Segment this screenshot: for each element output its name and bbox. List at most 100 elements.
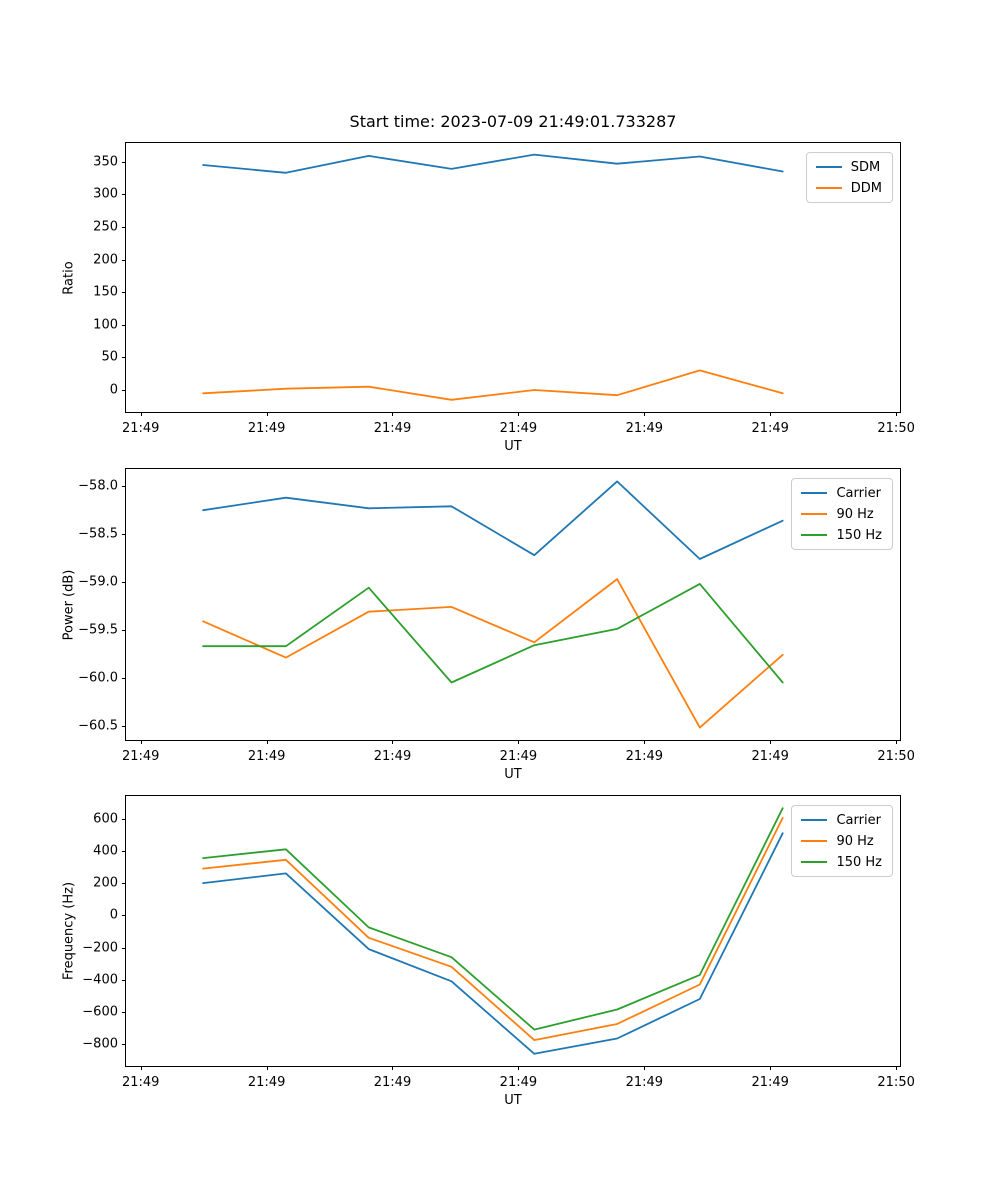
y-tick-label: 50 — [101, 349, 118, 365]
series-line-sdm — [202, 153, 784, 174]
legend-label: 150 Hz — [836, 854, 882, 870]
frequency-plot-area — [202, 807, 784, 1055]
x-tick-label: 21:49 — [499, 421, 538, 436]
x-tick-mark — [770, 740, 772, 744]
x-tick-label: 21:49 — [751, 421, 789, 436]
legend-entry-carrier: Carrier — [801, 811, 882, 829]
x-tick-mark — [140, 740, 142, 744]
x-tick-mark — [140, 412, 142, 416]
x-tick-mark — [518, 1066, 520, 1070]
ratio-y-axis-label: Ratio — [61, 260, 77, 295]
y-tick-label: 100 — [93, 317, 118, 333]
y-tick-label: 250 — [93, 219, 118, 235]
x-tick-mark — [392, 412, 394, 416]
y-tick-label: −600 — [82, 1004, 118, 1020]
x-tick-mark — [518, 740, 520, 744]
x-tick-label: 21:49 — [247, 749, 286, 764]
x-tick-label: 21:49 — [751, 1075, 789, 1090]
x-tick-label: 21:50 — [877, 749, 915, 764]
x-tick-mark — [770, 412, 772, 416]
x-tick-mark — [140, 1066, 142, 1070]
y-tick-label: −400 — [82, 972, 118, 988]
y-tick-label: 400 — [93, 843, 118, 859]
y-tick-label: 300 — [93, 186, 118, 202]
series-line-90-hz — [202, 578, 784, 729]
x-tick-label: 21:49 — [499, 1075, 538, 1090]
x-tick-label: 21:49 — [121, 421, 160, 436]
y-tick-label: 200 — [93, 875, 118, 891]
power-x-axis-label: UT — [504, 767, 522, 782]
power-legend: Carrier 90 Hz 150 Hz — [791, 478, 893, 550]
x-tick-label: 21:49 — [121, 1075, 160, 1090]
x-tick-label: 21:49 — [625, 421, 664, 436]
legend-entry-ddm: DDM — [815, 179, 882, 197]
y-tick-label: −200 — [82, 940, 118, 955]
x-tick-mark — [392, 740, 394, 744]
y-tick-label: −800 — [82, 1036, 118, 1052]
series-line-150-hz — [202, 583, 784, 684]
legend-line-swatch — [801, 861, 828, 863]
x-tick-label: 21:50 — [877, 1075, 915, 1090]
legend-line-swatch — [801, 819, 828, 821]
series-line-carrier — [202, 832, 784, 1055]
legend-label: 150 Hz — [836, 527, 882, 543]
x-tick-label: 21:50 — [877, 421, 915, 436]
frequency-x-axis-label: UT — [504, 1093, 522, 1108]
y-tick-label: 200 — [93, 252, 118, 268]
legend-entry-90-hz: 90 Hz — [801, 505, 882, 523]
y-tick-label: −58.0 — [78, 478, 118, 494]
legend-entry-carrier: Carrier — [801, 484, 882, 502]
series-line-ddm — [202, 369, 784, 401]
y-tick-label: −60.5 — [78, 718, 118, 734]
legend-label: 90 Hz — [836, 506, 874, 522]
x-tick-mark — [896, 1066, 898, 1070]
power-plot-area — [202, 480, 784, 729]
subplot-power: 21:49 21:49 21:49 21:49 21:49 21:49 21:50 −58.… — [62, 468, 915, 782]
subplot-frequency: 21:49 21:49 21:49 21:49 21:49 21:49 21:50 600 4… — [62, 795, 915, 1108]
legend-entry-150-hz: 150 Hz — [801, 853, 882, 871]
ratio-legend: SDM DDM — [805, 152, 893, 203]
series-line-150-hz — [202, 807, 784, 1031]
legend-label: DDM — [850, 180, 882, 196]
legend-entry-sdm: SDM — [815, 158, 882, 176]
legend-label: 90 Hz — [836, 833, 874, 849]
x-tick-label: 21:49 — [247, 421, 286, 436]
y-tick-label: −59.0 — [78, 574, 118, 590]
y-tick-label: −60.0 — [78, 670, 118, 686]
ratio-plot-area — [202, 153, 784, 401]
x-tick-mark — [644, 1066, 646, 1070]
ratio-x-axis-label: UT — [504, 439, 522, 454]
legend-entry-150-hz: 150 Hz — [801, 526, 882, 544]
y-tick-label: 600 — [93, 811, 118, 827]
y-tick-label: 350 — [93, 154, 118, 170]
x-tick-label: 21:49 — [625, 749, 664, 764]
x-tick-label: 21:49 — [751, 749, 789, 764]
y-tick-label: 0 — [109, 382, 118, 398]
y-tick-label: 0 — [109, 907, 118, 923]
x-tick-mark — [644, 412, 646, 416]
frequency-y-axis-label: Frequency (Hz) — [61, 881, 77, 981]
legend-line-swatch — [801, 840, 828, 842]
x-tick-mark — [896, 412, 898, 416]
x-tick-label: 21:49 — [373, 749, 412, 764]
legend-label: Carrier — [836, 485, 881, 501]
x-tick-label: 21:49 — [499, 749, 538, 764]
y-tick-label: −59.5 — [78, 622, 118, 638]
legend-line-swatch — [815, 166, 842, 168]
x-tick-label: 21:49 — [373, 1075, 412, 1090]
series-line-carrier — [202, 480, 784, 560]
y-tick-label: 150 — [93, 284, 118, 300]
x-tick-mark — [266, 1066, 268, 1070]
x-tick-mark — [392, 1066, 394, 1070]
legend-entry-90-hz: 90 Hz — [801, 832, 882, 850]
frequency-legend: Carrier 90 Hz 150 Hz — [791, 805, 893, 877]
legend-line-swatch — [815, 187, 842, 189]
x-tick-mark — [518, 412, 520, 416]
legend-line-swatch — [801, 534, 828, 536]
x-tick-mark — [266, 412, 268, 416]
y-tick-label: −58.5 — [78, 526, 118, 542]
x-tick-label: 21:49 — [625, 1075, 664, 1090]
legend-label: SDM — [850, 159, 881, 175]
subplot-ratio: 21:49 21:49 21:49 21:49 21:49 21:49 21:50 350 3… — [62, 142, 915, 454]
